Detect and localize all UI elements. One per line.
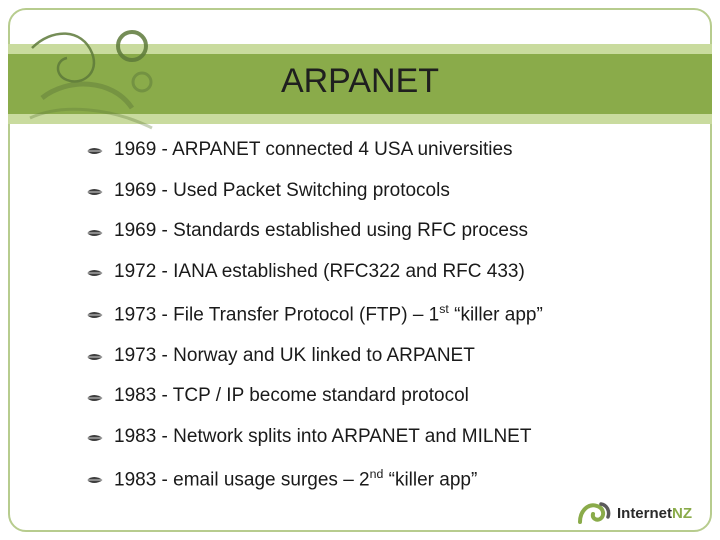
- leaf-bullet-icon: [86, 227, 104, 239]
- bullet-item: 1969 - Standards established using RFC p…: [86, 219, 680, 244]
- bullet-item: 1972 - IANA established (RFC322 and RFC …: [86, 260, 680, 285]
- slide-title: ARPANET: [0, 62, 720, 101]
- bullet-item: 1983 - TCP / IP become standard protocol: [86, 384, 680, 409]
- bullet-text: 1983 - TCP / IP become standard protocol: [114, 384, 469, 409]
- leaf-bullet-icon: [86, 186, 104, 198]
- bullet-text: 1969 - ARPANET connected 4 USA universit…: [114, 138, 513, 163]
- bullet-text: 1972 - IANA established (RFC322 and RFC …: [114, 260, 525, 285]
- bullet-item: 1983 - email usage surges – 2nd “killer …: [86, 466, 680, 493]
- bullet-item: 1983 - Network splits into ARPANET and M…: [86, 425, 680, 450]
- bullet-text: 1983 - Network splits into ARPANET and M…: [114, 425, 531, 450]
- leaf-bullet-icon: [86, 392, 104, 404]
- leaf-bullet-icon: [86, 145, 104, 157]
- footer-logo: InternetNZ: [577, 500, 692, 526]
- leaf-bullet-icon: [86, 309, 104, 321]
- leaf-bullet-icon: [86, 351, 104, 363]
- bullet-text: 1973 - File Transfer Protocol (FTP) – 1s…: [114, 301, 543, 328]
- bullet-list: 1969 - ARPANET connected 4 USA universit…: [86, 138, 680, 509]
- leaf-bullet-icon: [86, 267, 104, 279]
- koru-logo-icon: [577, 500, 611, 526]
- bullet-text: 1969 - Standards established using RFC p…: [114, 219, 528, 244]
- bullet-text: 1973 - Norway and UK linked to ARPANET: [114, 344, 475, 369]
- bullet-item: 1973 - File Transfer Protocol (FTP) – 1s…: [86, 301, 680, 328]
- leaf-bullet-icon: [86, 432, 104, 444]
- bullet-text: 1969 - Used Packet Switching protocols: [114, 179, 450, 204]
- bullet-text: 1983 - email usage surges – 2nd “killer …: [114, 466, 477, 493]
- leaf-bullet-icon: [86, 474, 104, 486]
- bullet-item: 1969 - ARPANET connected 4 USA universit…: [86, 138, 680, 163]
- header-band-light-bottom: [8, 114, 712, 124]
- bullet-item: 1969 - Used Packet Switching protocols: [86, 179, 680, 204]
- bullet-item: 1973 - Norway and UK linked to ARPANET: [86, 344, 680, 369]
- header-band-light-top: [8, 44, 712, 54]
- footer-logo-text: InternetNZ: [617, 505, 692, 522]
